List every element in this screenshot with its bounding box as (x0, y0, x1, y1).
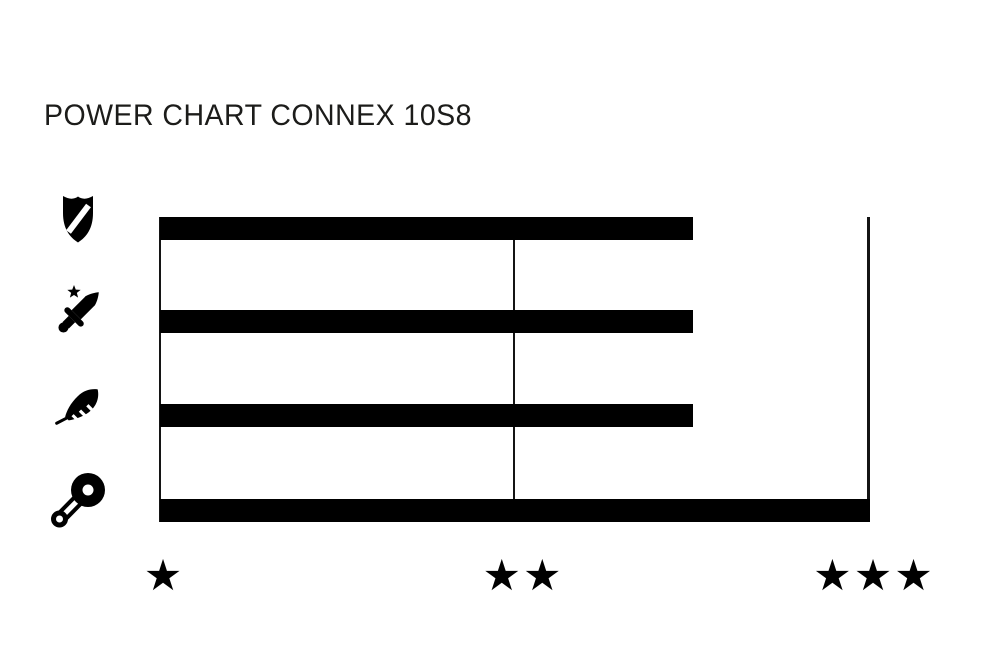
gridline-3-stars (867, 217, 870, 522)
plot-area (159, 217, 870, 522)
axis-tick-3-stars: ★★★ (813, 551, 935, 601)
crank-pulley-icon (50, 468, 106, 530)
chart-title: POWER CHART CONNEX 10S8 (44, 99, 472, 132)
bar-crank-pulley (160, 499, 870, 522)
axis-tick-2-stars: ★★ (482, 551, 564, 601)
shield-icon (61, 192, 95, 244)
gridline-1-star (159, 217, 161, 522)
dagger-icon (50, 283, 108, 341)
bar-dagger (160, 310, 693, 333)
gridline-2-stars (513, 217, 515, 522)
bar-shield (160, 217, 693, 240)
axis-tick-1-star: ★ (143, 551, 185, 601)
bar-feather (160, 404, 693, 427)
feather-icon (55, 380, 105, 436)
